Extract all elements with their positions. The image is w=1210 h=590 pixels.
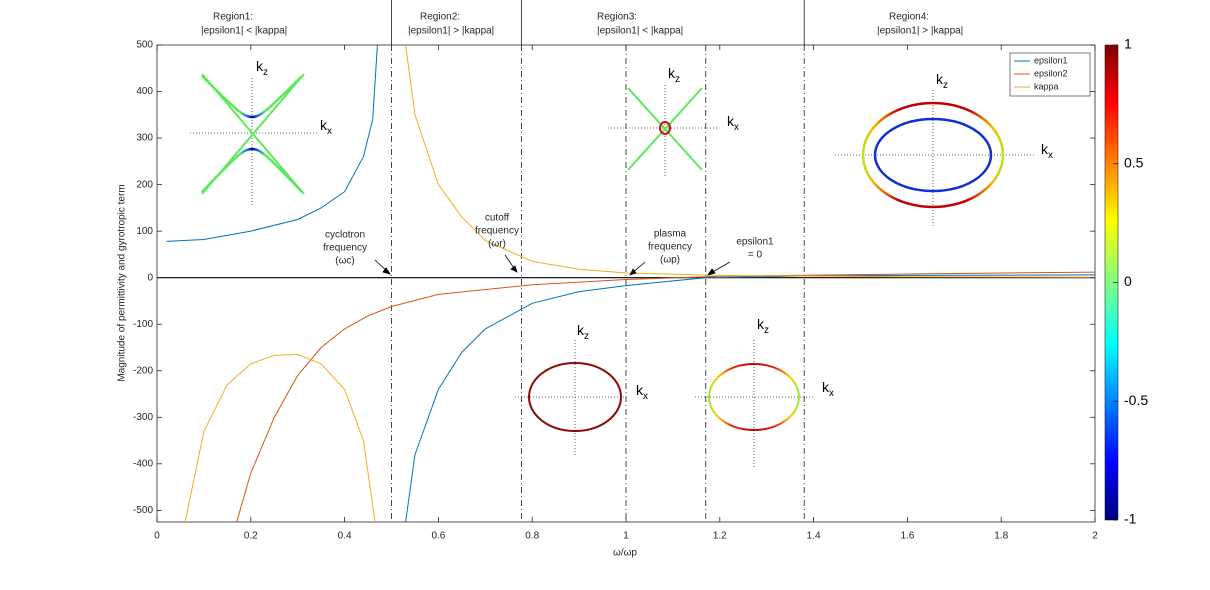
legend-label: epsilon1: [1034, 55, 1068, 65]
annotation: (ωr): [488, 239, 506, 250]
annotation: cyclotron: [325, 230, 365, 241]
x-tick-label: 0.2: [244, 531, 258, 542]
inset-region4: kz kx: [835, 71, 1053, 226]
kx-label: kx: [320, 117, 332, 137]
x-tick-label: 1.8: [994, 531, 1008, 542]
kz-label: kz: [757, 316, 769, 336]
y-tick-label: -200: [133, 365, 153, 376]
y-axis-label: Magnitude of permittivity and gyrotropic…: [117, 184, 128, 381]
x-tick-label: 0: [154, 531, 160, 542]
kz-label: kz: [936, 71, 948, 91]
x-tick-label: 0.8: [525, 531, 539, 542]
colorbar-tick-label: -0.5: [1124, 392, 1148, 408]
y-tick-label: -300: [133, 412, 153, 423]
y-tick-label: 500: [136, 40, 153, 51]
marks: [157, 45, 1095, 522]
annotation: frequency: [475, 226, 519, 237]
colorbar-tick-label: -1: [1124, 511, 1137, 527]
annotation: frequency: [648, 242, 692, 253]
y-tick-label: 200: [136, 179, 153, 190]
y-tick-label: -100: [133, 319, 153, 330]
x-tick-label: 1: [623, 531, 629, 542]
annotation: frequency: [323, 243, 367, 254]
region-title: Region4:: [889, 12, 929, 23]
region-title: Region2:: [420, 12, 460, 23]
y-tick-label: -400: [133, 458, 153, 469]
x-tick-label: 0.6: [431, 531, 445, 542]
x-tick-label: 0.4: [338, 531, 352, 542]
inset-region3: kz kx: [608, 65, 739, 176]
kz-label: kz: [256, 58, 268, 78]
region-condition: |epsilon1| > |kappa|: [408, 26, 494, 37]
x-tick-label: 1.2: [713, 531, 727, 542]
annotation: epsilon1: [736, 237, 774, 248]
kx-label: kx: [1041, 141, 1053, 161]
region-condition: |epsilon1| < |kappa|: [597, 26, 683, 37]
kx-label: kx: [636, 382, 648, 402]
colorbar-tick-label: 1: [1124, 36, 1132, 52]
x-tick-label: 1.6: [900, 531, 914, 542]
annotation: (ωp): [660, 255, 680, 266]
series-line: [184, 45, 1095, 522]
annotation: cutoff: [485, 213, 509, 224]
kx-label: kx: [727, 113, 739, 133]
annotation: (ωc): [335, 256, 354, 267]
legend-label: epsilon2: [1034, 68, 1068, 78]
annotation-arrows: [374, 254, 731, 276]
inset-hyperbola: kz kx: [190, 58, 332, 205]
x-axis-label: ω/ωp: [613, 548, 637, 559]
legend-label: kappa: [1034, 81, 1059, 91]
annotation: plasma: [654, 229, 687, 240]
y-tick-label: 0: [147, 272, 153, 283]
region-condition: |epsilon1| < |kappa|: [201, 26, 287, 37]
inset-ellipse-dark: kz kx: [515, 322, 648, 456]
x-tick-label: 1.4: [807, 531, 821, 542]
region-title: Region3:: [597, 12, 637, 23]
series-line: [236, 271, 1095, 522]
region-condition: |epsilon1| > |kappa|: [877, 26, 963, 37]
y-tick-label: 100: [136, 226, 153, 237]
x-tick-label: 2: [1092, 531, 1098, 542]
y-tick-label: -500: [133, 505, 153, 516]
colorbar-tick-label: 0: [1124, 273, 1132, 289]
inset-ellipse-color: kz kx: [695, 316, 834, 468]
kx-label: kx: [822, 379, 834, 399]
annotation: = 0: [748, 250, 763, 261]
kz-label: kz: [577, 322, 589, 342]
colorbar-tick-label: 0.5: [1124, 154, 1144, 170]
y-tick-label: 300: [136, 133, 153, 144]
kz-label: kz: [668, 65, 680, 85]
region-title: Region1:: [213, 12, 253, 23]
y-tick-label: 400: [136, 86, 153, 97]
